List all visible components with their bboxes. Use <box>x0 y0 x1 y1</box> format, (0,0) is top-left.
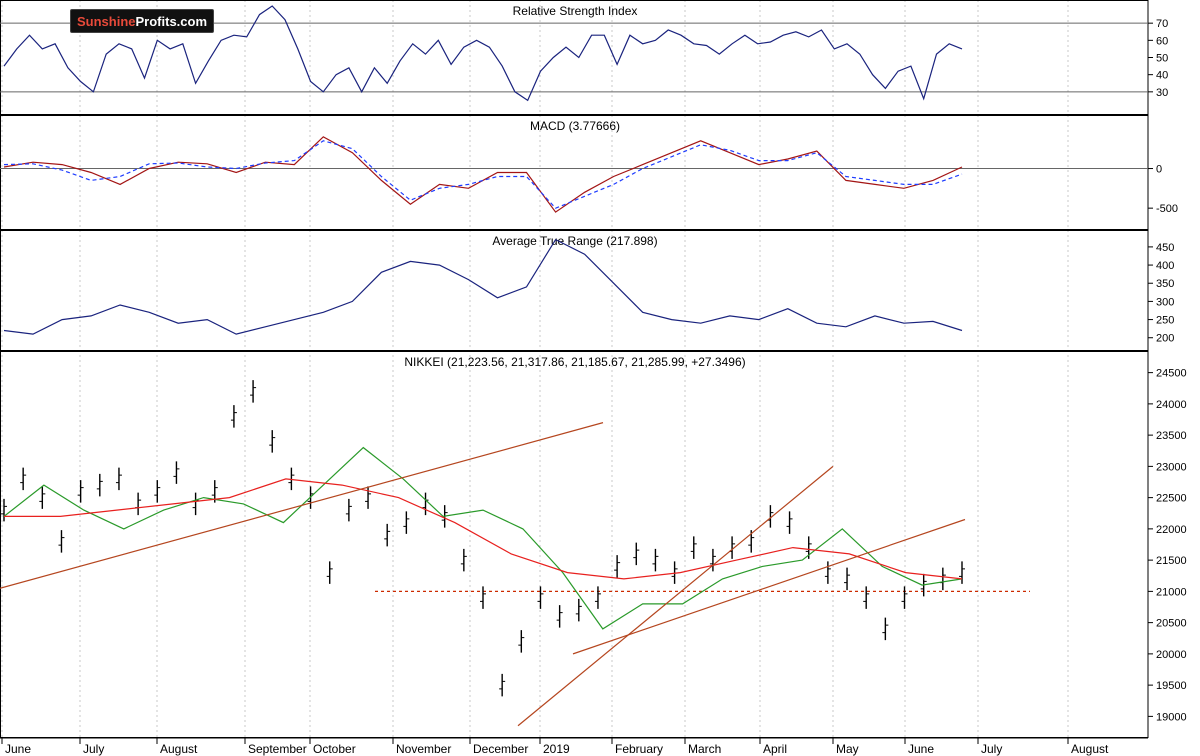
indicator-line <box>3 238 963 335</box>
y-tick-label: 400 <box>1156 260 1174 272</box>
panel-title: Relative Strength Index <box>513 4 638 18</box>
indicator-line <box>3 5 963 102</box>
x-tick-label: March <box>688 742 721 756</box>
x-tick-label: February <box>615 742 663 756</box>
y-tick-label: 22500 <box>1156 493 1187 505</box>
panel-title: Average True Range (217.898) <box>492 234 657 248</box>
y-tick-label: 50 <box>1156 53 1168 65</box>
panel-title: MACD (3.77666) <box>530 119 620 133</box>
x-tick-label: April <box>763 742 787 756</box>
trendline-lower <box>572 518 966 655</box>
moving-average-fast <box>3 446 963 630</box>
x-tick-label: June <box>5 742 31 756</box>
sunshine-profits-logo[interactable]: Sunshine Profits.com <box>70 9 215 33</box>
x-tick-label: August <box>1071 742 1109 756</box>
moving-average-slow <box>4 478 963 580</box>
y-tick-label: 350 <box>1156 278 1174 290</box>
y-tick-label: 23500 <box>1156 430 1187 442</box>
y-tick-label: 60 <box>1156 35 1168 47</box>
y-tick-label: 20500 <box>1156 618 1187 630</box>
logo-part1: Sunshine <box>77 13 136 29</box>
y-tick-label: 250 <box>1156 315 1174 327</box>
trendline-steep <box>517 465 834 727</box>
y-tick-label: 21000 <box>1156 586 1187 598</box>
x-tick-label: October <box>313 742 356 756</box>
panel-frame <box>0 115 1149 230</box>
x-tick-label: August <box>160 742 198 756</box>
y-tick-label: 19000 <box>1156 711 1187 723</box>
trendline-upper <box>0 422 604 589</box>
x-tick-label: June <box>908 742 934 756</box>
y-tick-label: 21500 <box>1156 555 1187 567</box>
x-tick-label: July <box>981 742 1002 756</box>
y-tick-label: 22000 <box>1156 524 1187 536</box>
y-tick-label: 40 <box>1156 70 1168 82</box>
y-tick-label: 0 <box>1156 164 1162 176</box>
y-tick-label: 450 <box>1156 242 1174 254</box>
x-tick-label: May <box>836 742 859 756</box>
y-tick-label: 24500 <box>1156 368 1187 380</box>
x-tick-label: September <box>248 742 307 756</box>
y-tick-label: 23000 <box>1156 461 1187 473</box>
x-tick-label: 2019 <box>543 742 570 756</box>
x-tick-label: July <box>83 742 104 756</box>
y-tick-label: 70 <box>1156 18 1168 30</box>
y-tick-label: -500 <box>1156 203 1178 215</box>
y-tick-label: 24000 <box>1156 399 1187 411</box>
logo-part2: Profits.com <box>135 13 208 29</box>
y-tick-label: 20000 <box>1156 649 1187 661</box>
y-tick-label: 30 <box>1156 87 1168 99</box>
y-tick-label: 300 <box>1156 296 1174 308</box>
panel-frame <box>0 230 1149 351</box>
macd-line <box>3 136 963 213</box>
x-tick-label: November <box>396 742 451 756</box>
y-tick-label: 19500 <box>1156 680 1187 692</box>
panel-title: NIKKEI (21,223.56, 21,317.86, 21,185.67,… <box>404 355 745 369</box>
y-tick-label: 200 <box>1156 333 1174 345</box>
x-tick-label: December <box>473 742 528 756</box>
